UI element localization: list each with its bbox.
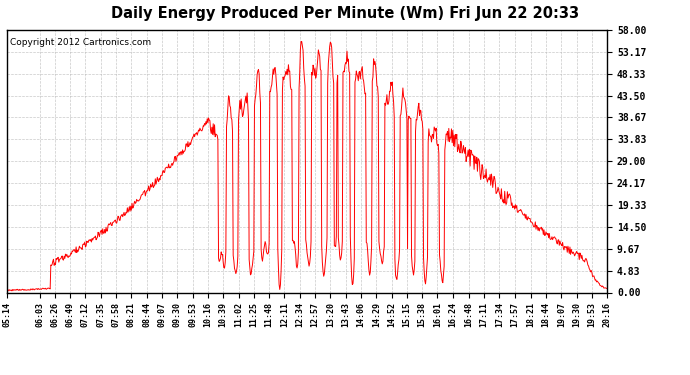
- Text: Copyright 2012 Cartronics.com: Copyright 2012 Cartronics.com: [10, 38, 151, 47]
- Text: Daily Energy Produced Per Minute (Wm) Fri Jun 22 20:33: Daily Energy Produced Per Minute (Wm) Fr…: [111, 6, 579, 21]
